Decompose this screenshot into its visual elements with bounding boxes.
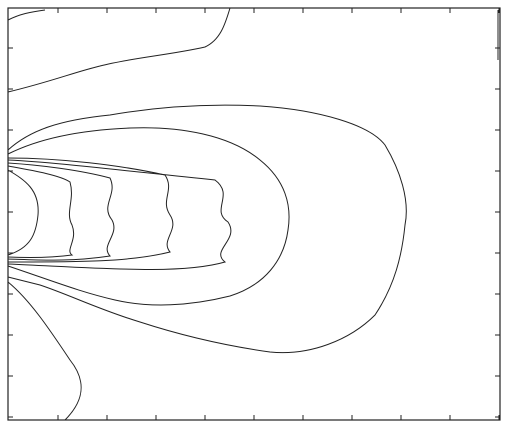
contour-line [7, 104, 407, 354]
contour-line [7, 127, 290, 306]
contour-line [7, 159, 232, 270]
contour-line [7, 165, 75, 259]
plot-frame [7, 7, 501, 421]
contour-line [7, 281, 82, 421]
contour-line [7, 7, 231, 93]
contour-line [7, 162, 115, 261]
contour-line [7, 157, 174, 263]
contour-line [7, 9, 46, 21]
contour-line [7, 169, 39, 256]
